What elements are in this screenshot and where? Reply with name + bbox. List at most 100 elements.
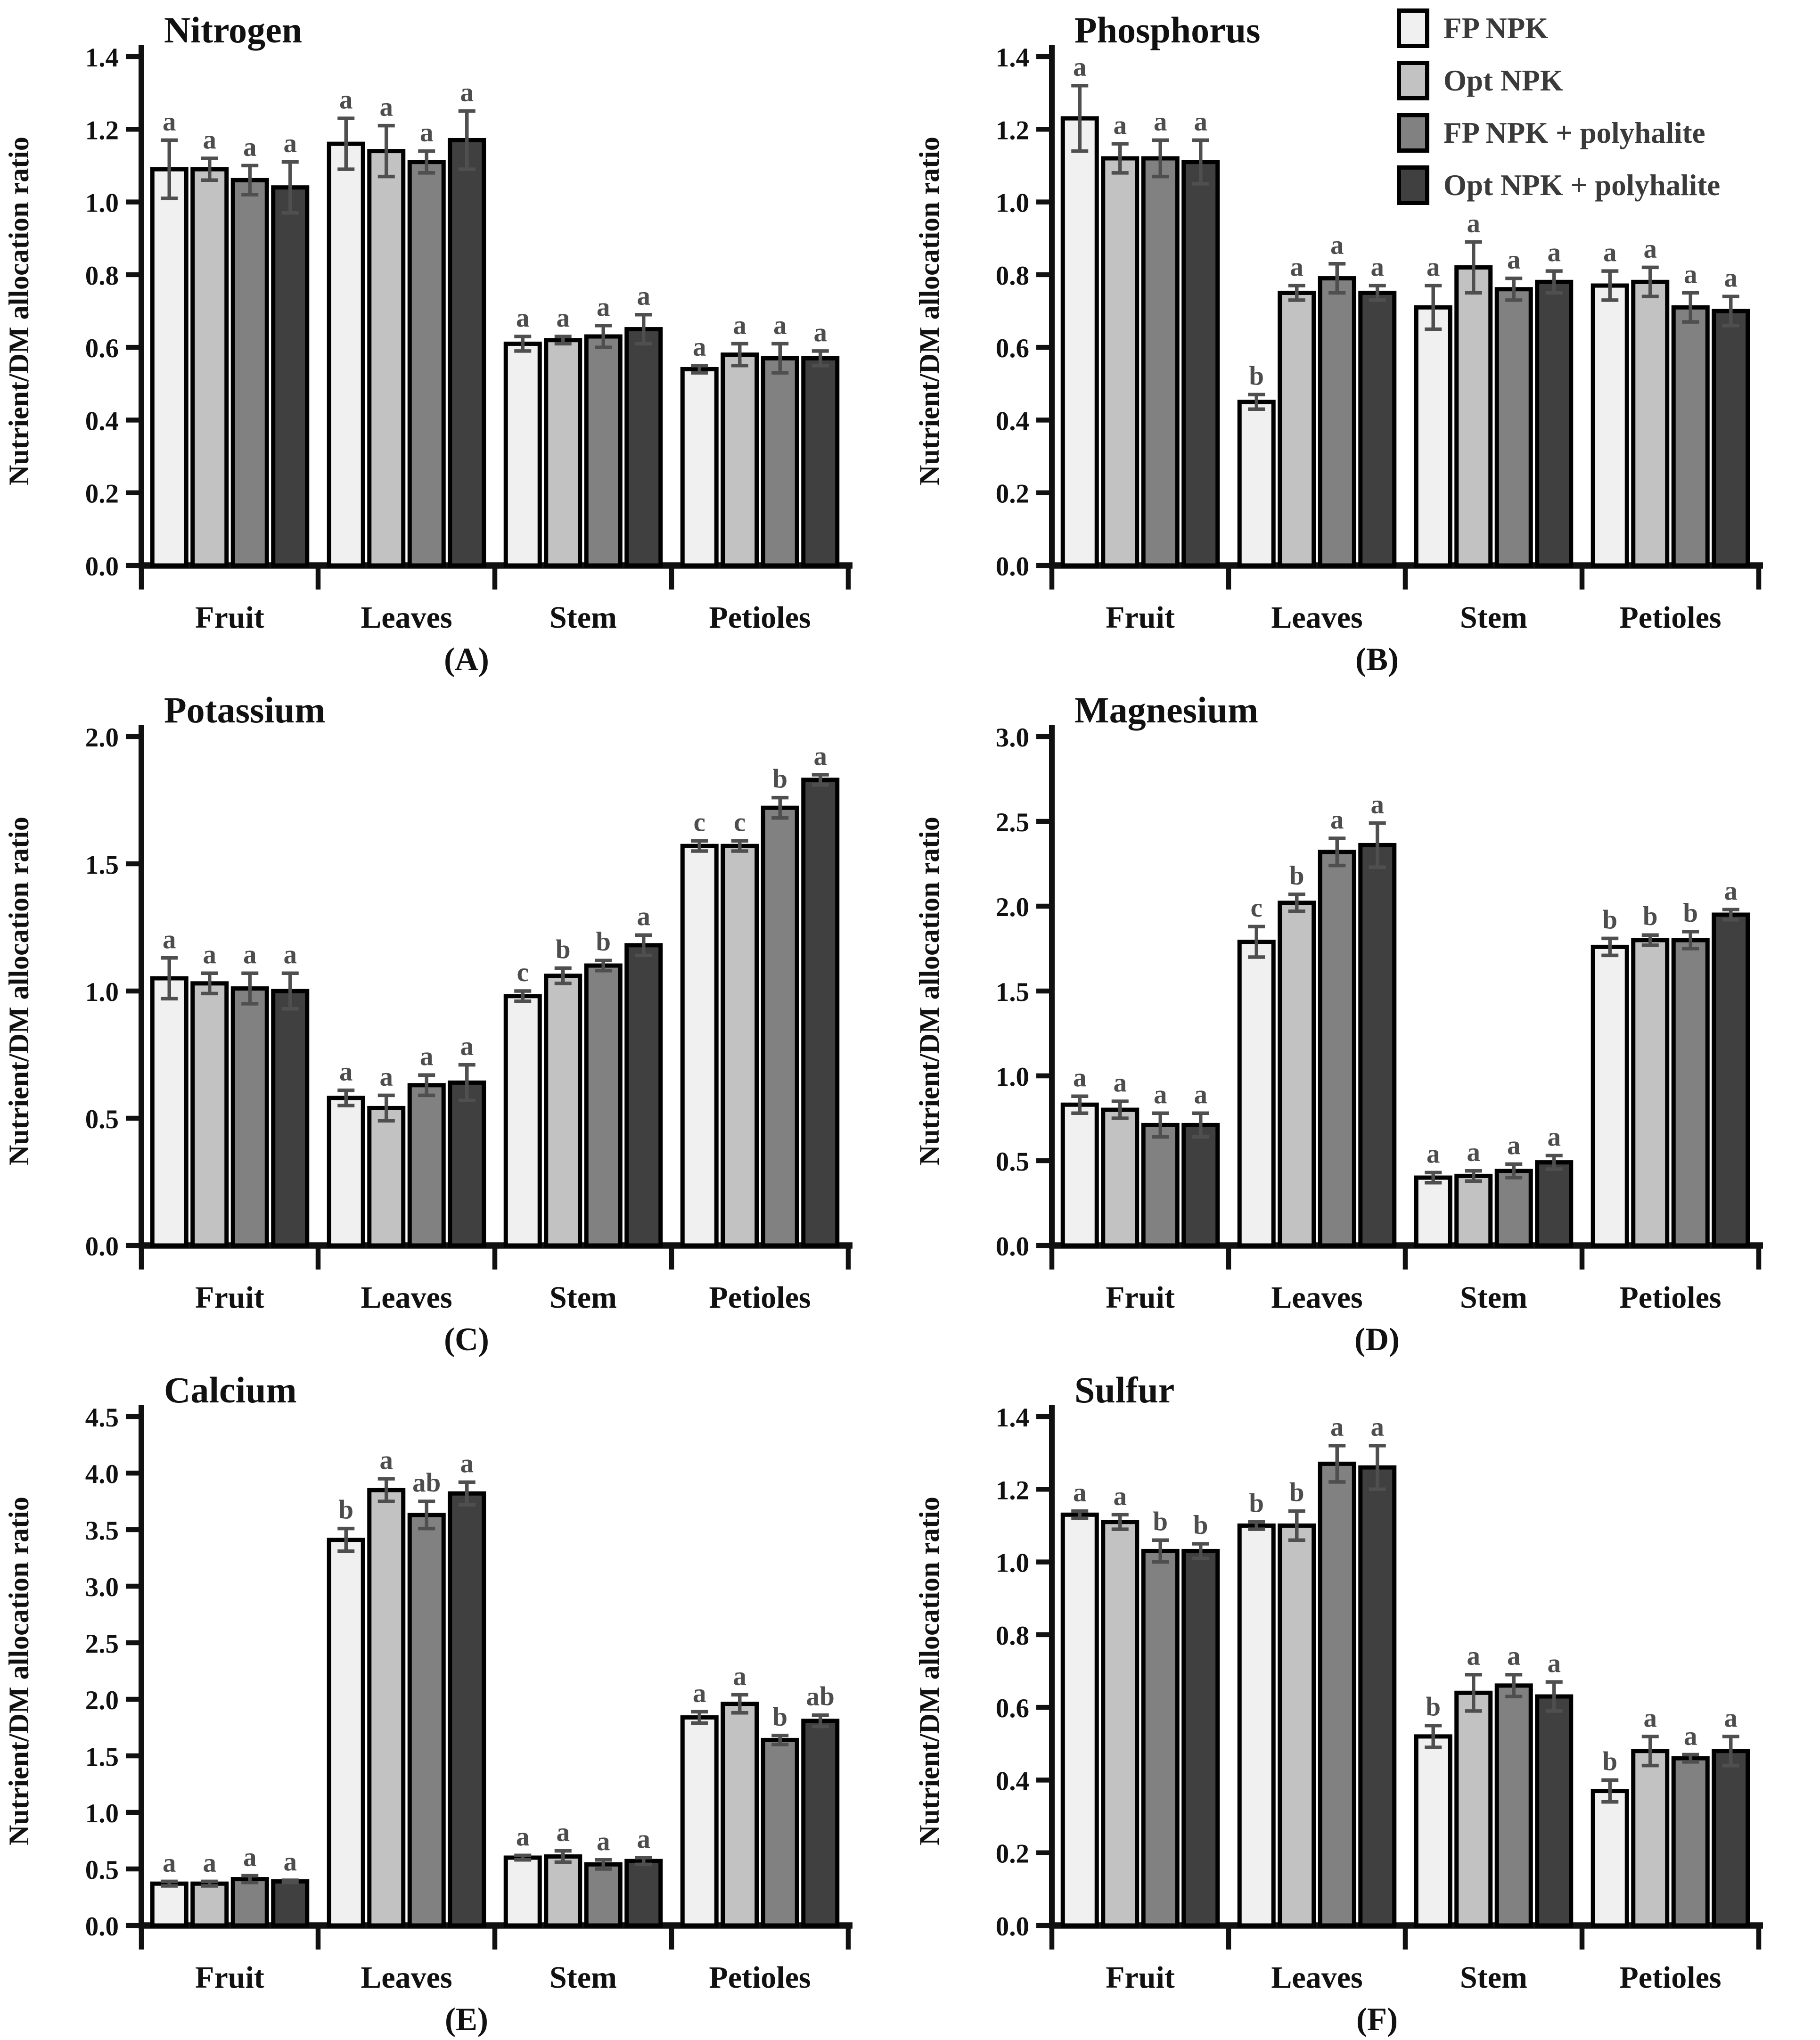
bar-opt-npk-polyhalite <box>448 138 486 568</box>
bar-fp-npk <box>1237 400 1276 568</box>
bar-opt-npk <box>544 1854 582 1928</box>
x-category-label: Fruit <box>1106 600 1175 635</box>
bar-opt-npk-polyhalite <box>271 989 310 1248</box>
bar-opt-npk <box>1278 1523 1316 1928</box>
significance-letter: a <box>1426 252 1440 282</box>
y-tick-label: 1.5 <box>996 977 1029 1007</box>
significance-letter: a <box>243 940 257 969</box>
significance-letter: a <box>163 1848 176 1877</box>
bar-fp-npk <box>680 367 719 568</box>
y-tick-label: 2.5 <box>85 1629 119 1659</box>
chart-title: Nitrogen <box>164 9 302 50</box>
chart-panel-calcium: Calcium Nutrient/DM allocation ratio 0.0 0.… <box>3 1369 853 2037</box>
x-category-label: Stem <box>549 1280 617 1315</box>
x-category-label: Stem <box>1460 1280 1527 1315</box>
significance-letter: a <box>637 281 651 311</box>
chart-panel-magnesium: Magnesium Nutrient/DM allocation ratio 0.0… <box>914 689 1763 1357</box>
y-tick-label: 1.4 <box>996 1403 1029 1433</box>
y-tick-label: 0.0 <box>996 1232 1029 1262</box>
bar-fp-npk-polyhalite <box>584 963 623 1248</box>
bar-fp-npk <box>327 141 365 568</box>
significance-letter: a <box>1330 230 1344 260</box>
y-tick-label: 0.2 <box>85 479 119 509</box>
x-category-label: Petioles <box>1619 600 1721 635</box>
x-category-label: Petioles <box>709 600 811 635</box>
y-axis-label: Nutrient/DM allocation ratio <box>914 1497 945 1845</box>
y-tick-label: 2.0 <box>996 893 1029 922</box>
y-axis-label: Nutrient/DM allocation ratio <box>3 137 34 485</box>
bar-fp-npk <box>1590 944 1629 1248</box>
bar-fp-npk-polyhalite <box>584 1862 623 1928</box>
significance-letter: b <box>772 1702 787 1732</box>
bar-fp-npk <box>503 1855 542 1928</box>
significance-letter: b <box>1426 1692 1441 1722</box>
bar-fp-npk-polyhalite <box>761 356 799 568</box>
x-category-label: Petioles <box>1619 1960 1721 1995</box>
y-axis-label: Nutrient/DM allocation ratio <box>914 817 945 1165</box>
bar-fp-npk-polyhalite <box>1318 850 1356 1248</box>
y-tick-label: 0.5 <box>85 1105 119 1134</box>
legend-swatch <box>1397 113 1429 153</box>
x-category-label: Leaves <box>361 1280 452 1315</box>
y-tick-label: 1.5 <box>85 850 119 880</box>
x-category-label: Fruit <box>1106 1960 1175 1995</box>
y-tick-label: 0.0 <box>996 552 1029 582</box>
bar-fp-npk-polyhalite <box>1141 1548 1180 1928</box>
legend-item: Opt NPK + polyhalite <box>1397 165 1720 205</box>
bar-opt-npk-polyhalite <box>1358 843 1397 1248</box>
bar-fp-npk <box>1060 1102 1099 1248</box>
significance-letter: a <box>460 78 474 107</box>
significance-letter: a <box>339 85 353 115</box>
bar-fp-npk-polyhalite <box>407 160 446 568</box>
bar-opt-npk-polyhalite <box>624 1859 663 1928</box>
x-category-label: Fruit <box>195 600 264 635</box>
significance-letter: a <box>380 1445 394 1475</box>
legend-swatch <box>1397 61 1429 100</box>
bar-fp-npk-polyhalite <box>230 178 269 568</box>
bar-fp-npk-polyhalite <box>761 805 799 1248</box>
significance-letter: a <box>243 1842 257 1872</box>
significance-letter: a <box>693 1678 706 1708</box>
bar-opt-npk <box>190 981 229 1248</box>
bar-fp-npk <box>1414 305 1452 568</box>
bar-opt-npk <box>544 974 582 1248</box>
y-tick-label: 2.0 <box>85 1686 119 1715</box>
bar-opt-npk <box>1631 938 1670 1248</box>
significance-letter: a <box>733 1661 747 1691</box>
y-tick-label: 0.4 <box>85 406 119 436</box>
significance-letter: a <box>1684 259 1697 289</box>
panel-label: (F) <box>1356 2001 1398 2037</box>
bar-fp-npk <box>150 1881 189 1928</box>
x-category-label: Petioles <box>709 1280 811 1315</box>
bar-fp-npk <box>1414 1734 1452 1928</box>
significance-letter: a <box>1290 252 1304 282</box>
y-tick-label: 1.0 <box>85 977 119 1007</box>
significance-letter: a <box>1330 805 1344 835</box>
panel-label: (D) <box>1354 1321 1400 1357</box>
legend: FP NPK Opt NPK FP NPK + polyhalite Opt N… <box>1397 8 1720 205</box>
bar-opt-npk-polyhalite <box>801 778 840 1248</box>
x-category-label: Petioles <box>1619 1280 1721 1315</box>
bar-opt-npk <box>1631 279 1670 568</box>
significance-letter: b <box>1153 1507 1168 1536</box>
legend-label: Opt NPK <box>1443 64 1563 97</box>
y-tick-label: 0.4 <box>996 406 1029 436</box>
significance-letter: b <box>1602 905 1617 934</box>
y-tick-label: 1.2 <box>996 115 1029 145</box>
bar-fp-npk <box>1237 940 1276 1248</box>
significance-letter: a <box>163 107 176 136</box>
significance-letter: a <box>420 1041 434 1071</box>
significance-letter: a <box>284 940 297 969</box>
significance-letter: b <box>1289 861 1304 891</box>
significance-letter: a <box>163 925 176 954</box>
bar-opt-npk <box>1631 1749 1670 1928</box>
significance-letter: a <box>1684 1721 1697 1751</box>
x-category-label: Leaves <box>1271 600 1362 635</box>
bar-opt-npk-polyhalite <box>1181 1122 1220 1248</box>
bar-opt-npk-polyhalite <box>1181 160 1220 568</box>
y-tick-label: 3.0 <box>996 723 1029 753</box>
significance-letter: b <box>1643 901 1658 931</box>
significance-letter: a <box>733 310 747 340</box>
bar-opt-npk-polyhalite <box>1535 1160 1574 1248</box>
significance-letter: ab <box>806 1682 835 1712</box>
